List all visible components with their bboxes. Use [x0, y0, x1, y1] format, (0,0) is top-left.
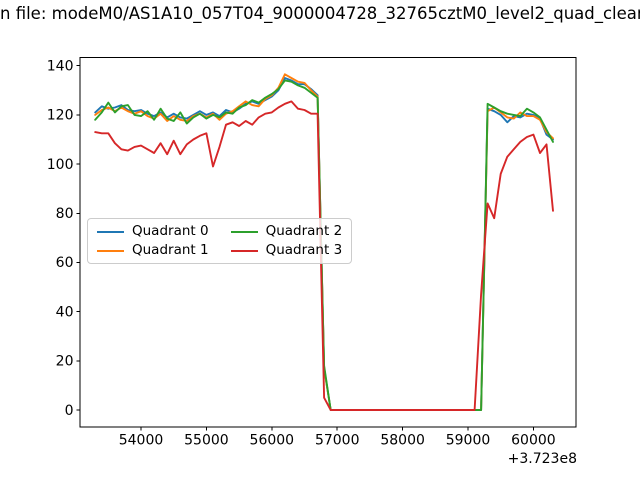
x-tick-label-60000: 60000 [511, 433, 556, 449]
axis-ticks: 54000 55000 56000 57000 58000 59000 60000 0 20 40… [47, 59, 556, 449]
legend-swatch-quadrant-2 [230, 230, 258, 233]
y-tick-label-0: 0 [65, 403, 74, 419]
legend-swatch-quadrant-0 [97, 230, 124, 233]
x-tick-label-58000: 58000 [380, 433, 425, 449]
x-tick-label-56000: 56000 [250, 433, 295, 449]
y-tick-label-60: 60 [56, 255, 74, 271]
x-tick-label-55000: 55000 [184, 433, 229, 449]
x-axis-offset-label: +3.723e8 [507, 451, 577, 467]
legend-item-quadrant-3: Quadrant 3 [230, 242, 343, 258]
y-tick-label-120: 120 [47, 108, 74, 124]
series-lines [94, 73, 554, 411]
legend-item-quadrant-0: Quadrant 0 [97, 224, 209, 239]
x-tick-label-54000: 54000 [119, 433, 164, 449]
legend-item-quadrant-1: Quadrant 1 [97, 243, 209, 258]
legend-swatch-quadrant-1 [97, 249, 124, 252]
legend-item-quadrant-2: Quadrant 2 [230, 223, 343, 239]
legend: Quadrant 0 Quadrant 1 Quadrant 2 Quadran… [87, 218, 353, 264]
legend-label-quadrant-1: Quadrant 1 [132, 242, 209, 258]
y-tick-label-100: 100 [47, 157, 74, 173]
legend-swatch-quadrant-3 [230, 249, 258, 252]
x-tick-label-57000: 57000 [315, 433, 360, 449]
y-tick-label-20: 20 [56, 354, 74, 370]
chart-title: n file: modeM0/AS1A10_057T04_9000004728_… [0, 4, 640, 23]
legend-label-quadrant-3: Quadrant 3 [265, 242, 343, 258]
legend-label-quadrant-0: Quadrant 0 [132, 223, 209, 239]
y-tick-label-80: 80 [56, 206, 74, 222]
legend-label-quadrant-2: Quadrant 2 [265, 223, 343, 239]
y-tick-label-40: 40 [56, 304, 74, 320]
y-tick-label-140: 140 [47, 59, 74, 75]
x-tick-label-59000: 59000 [446, 433, 491, 449]
series-line-quadrant-3 [94, 100, 554, 411]
